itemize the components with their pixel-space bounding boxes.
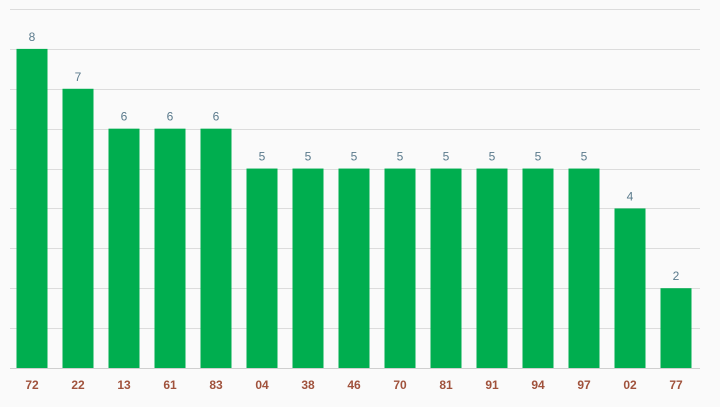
bar-13 xyxy=(108,128,140,368)
data-label-61: 6 xyxy=(167,110,174,124)
data-label-22: 7 xyxy=(75,70,82,84)
bar-72 xyxy=(16,48,48,369)
tick-label-97: 97 xyxy=(577,378,591,392)
tick-label-04: 04 xyxy=(255,378,269,392)
data-label-91: 5 xyxy=(489,150,496,164)
data-labels: 8 7 6 6 6 5 5 5 5 5 5 5 5 4 2 xyxy=(29,30,680,283)
data-label-04: 5 xyxy=(259,150,266,164)
tick-label-81: 81 xyxy=(439,378,453,392)
tick-label-38: 38 xyxy=(301,378,315,392)
bars xyxy=(16,48,692,369)
tick-label-83: 83 xyxy=(209,378,223,392)
tick-label-46: 46 xyxy=(347,378,361,392)
data-label-02: 4 xyxy=(627,189,634,203)
tick-label-70: 70 xyxy=(393,378,407,392)
data-label-77: 2 xyxy=(673,269,680,283)
bar-04 xyxy=(246,168,278,368)
tick-label-77: 77 xyxy=(669,378,683,392)
data-label-46: 5 xyxy=(351,150,358,164)
data-label-38: 5 xyxy=(305,150,312,164)
tick-label-61: 61 xyxy=(163,378,177,392)
tick-label-94: 94 xyxy=(531,378,545,392)
tick-label-02: 02 xyxy=(623,378,637,392)
bar-91 xyxy=(476,168,508,368)
tick-label-22: 22 xyxy=(71,378,85,392)
data-label-94: 5 xyxy=(535,150,542,164)
bar-61 xyxy=(154,128,186,368)
bar-38 xyxy=(292,168,324,368)
bar-94 xyxy=(522,168,554,368)
bar-70 xyxy=(384,168,416,368)
tick-label-13: 13 xyxy=(117,378,131,392)
x-axis-tick-labels: 72 22 13 61 83 04 38 46 70 81 91 94 97 02 77 xyxy=(25,378,683,392)
bar-97 xyxy=(568,168,600,368)
tick-label-72: 72 xyxy=(25,378,39,392)
bar-02 xyxy=(614,208,646,368)
data-label-81: 5 xyxy=(443,150,450,164)
data-label-72: 8 xyxy=(29,30,36,44)
data-label-13: 6 xyxy=(121,110,128,124)
bar-46 xyxy=(338,168,370,368)
tick-label-91: 91 xyxy=(485,378,499,392)
data-label-97: 5 xyxy=(581,150,588,164)
bar-77 xyxy=(660,288,692,368)
data-label-83: 6 xyxy=(213,110,220,124)
bar-22 xyxy=(62,88,94,369)
bar-81 xyxy=(430,168,462,368)
data-label-70: 5 xyxy=(397,150,404,164)
bar-83 xyxy=(200,128,232,368)
